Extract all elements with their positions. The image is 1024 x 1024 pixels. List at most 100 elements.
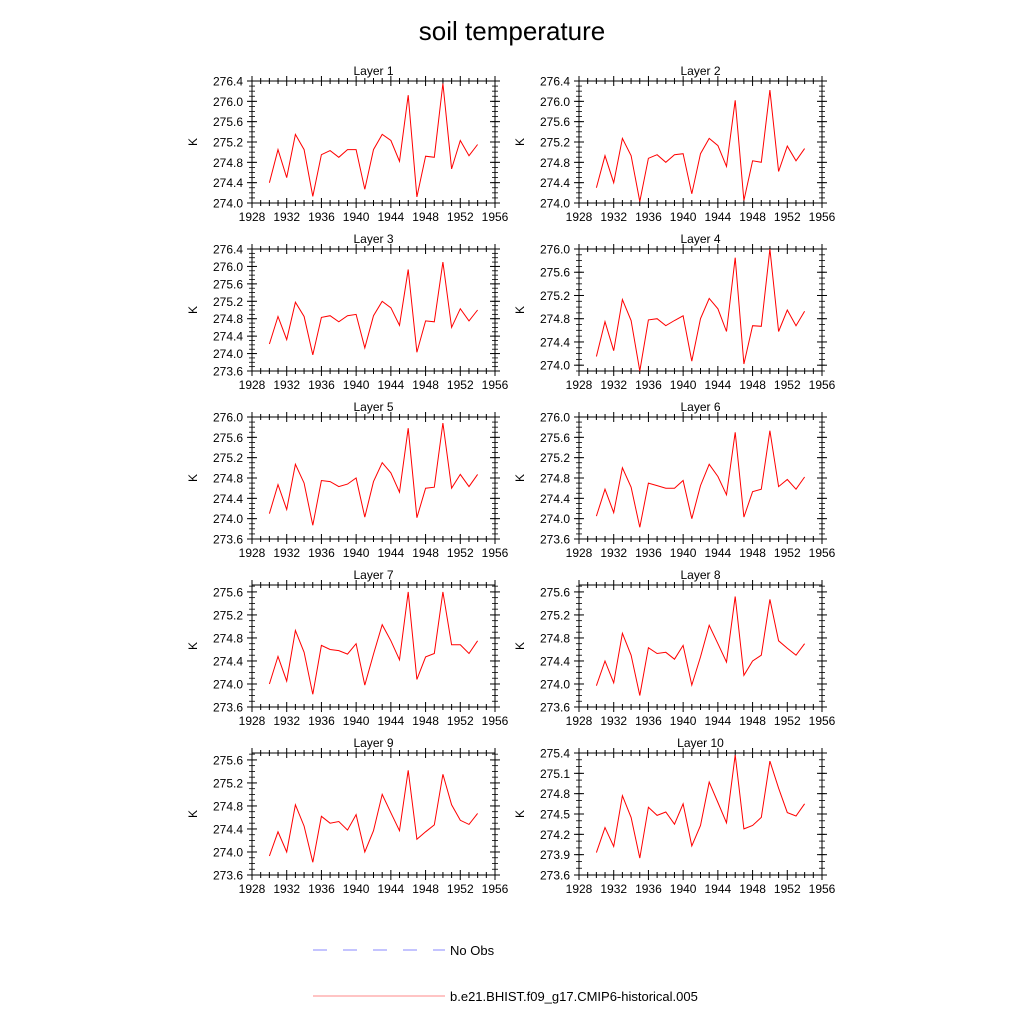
y-tick-label: 274.8 xyxy=(213,156,243,170)
x-tick-label: 1928 xyxy=(239,210,266,224)
x-tick-label: 1948 xyxy=(412,546,439,560)
series-line xyxy=(595,90,806,202)
main-title: soil temperature xyxy=(419,16,605,46)
x-tick-label: 1940 xyxy=(670,546,697,560)
x-tick-label: 1952 xyxy=(774,882,801,896)
x-tick-label: 1948 xyxy=(739,546,766,560)
x-tick-label: 1952 xyxy=(774,714,801,728)
plot-frame xyxy=(251,584,496,708)
panel-layer-7: Layer 7 K 1928 1932 1936 1940 1944 1948 1952 1956… xyxy=(186,568,509,728)
x-tick-label: 1944 xyxy=(705,714,732,728)
y-axis-label: K xyxy=(513,306,527,314)
y-tick-label: 275.6 xyxy=(213,753,243,767)
x-tick-label: 1948 xyxy=(739,210,766,224)
y-axis-label: K xyxy=(513,138,527,146)
y-tick-label: 274.8 xyxy=(540,156,570,170)
x-tick-label: 1956 xyxy=(482,546,509,560)
x-tick-label: 1932 xyxy=(273,882,300,896)
panel-title: Layer 5 xyxy=(353,400,393,414)
series-line xyxy=(268,770,478,863)
y-tick-label: 275.6 xyxy=(540,115,570,129)
y-tick-label: 274.0 xyxy=(540,677,570,691)
panel-layer-9: Layer 9 K 1928 1932 1936 1940 1944 1948 1952 1956… xyxy=(186,736,509,896)
y-tick-label: 273.6 xyxy=(213,533,243,547)
y-tick-label: 274.4 xyxy=(540,176,570,190)
y-tick-label: 276.4 xyxy=(540,75,570,89)
plot-frame xyxy=(578,416,823,540)
y-tick-label: 274.4 xyxy=(213,330,243,344)
y-tick-label: 274.4 xyxy=(540,492,570,506)
x-tick-label: 1956 xyxy=(482,378,509,392)
panel-layer-6: Layer 6 K 1928 1932 1936 1940 1944 1948 1952 1956… xyxy=(513,400,836,560)
x-tick-label: 1940 xyxy=(670,378,697,392)
panel-layer-3: Layer 3 K 1928 1932 1936 1940 1944 1948 1952 1956… xyxy=(186,232,509,392)
panel-layer-8: Layer 8 K 1928 1932 1936 1940 1944 1948 1952 1956… xyxy=(513,568,836,728)
series-line xyxy=(595,430,806,528)
y-tick-label: 275.2 xyxy=(540,136,570,150)
x-tick-label: 1928 xyxy=(239,546,266,560)
x-tick-label: 1940 xyxy=(343,210,370,224)
y-tick-label: 274.8 xyxy=(540,631,570,645)
x-tick-label: 1948 xyxy=(739,378,766,392)
y-tick-label: 273.6 xyxy=(540,701,570,715)
x-tick-label: 1932 xyxy=(273,210,300,224)
y-tick-label: 275.6 xyxy=(540,431,570,445)
x-tick-label: 1956 xyxy=(809,546,836,560)
panel-layer-5: Layer 5 K 1928 1932 1936 1940 1944 1948 1952 1956… xyxy=(186,400,509,560)
x-tick-label: 1952 xyxy=(447,714,474,728)
y-tick-label: 276.0 xyxy=(213,260,243,274)
y-tick-label: 273.6 xyxy=(540,869,570,883)
x-tick-label: 1928 xyxy=(566,714,593,728)
y-tick-label: 274.4 xyxy=(213,654,243,668)
y-tick-label: 274.8 xyxy=(540,472,570,486)
y-tick-label: 275.2 xyxy=(213,608,243,622)
x-tick-label: 1952 xyxy=(447,546,474,560)
x-tick-label: 1940 xyxy=(343,714,370,728)
x-tick-label: 1948 xyxy=(412,210,439,224)
panel-title: Layer 10 xyxy=(677,736,724,750)
x-tick-label: 1956 xyxy=(809,882,836,896)
legend-model-label: b.e21.BHIST.f09_g17.CMIP6-historical.005 xyxy=(450,989,698,1004)
y-tick-label: 274.4 xyxy=(540,335,570,349)
y-tick-label: 276.0 xyxy=(213,95,243,109)
legend-no-obs-label: No Obs xyxy=(450,943,495,958)
y-tick-label: 274.8 xyxy=(213,799,243,813)
panels: Layer 1 K 1928 1932 1936 1940 1944 1948 1952 1956… xyxy=(186,64,836,896)
x-tick-label: 1956 xyxy=(482,882,509,896)
x-tick-label: 1936 xyxy=(635,378,662,392)
x-tick-label: 1956 xyxy=(482,714,509,728)
x-tick-label: 1936 xyxy=(635,210,662,224)
y-tick-label: 273.6 xyxy=(213,365,243,379)
y-tick-label: 275.6 xyxy=(213,585,243,599)
x-tick-label: 1948 xyxy=(412,714,439,728)
y-tick-label: 275.2 xyxy=(213,776,243,790)
x-tick-label: 1944 xyxy=(705,546,732,560)
y-tick-label: 276.0 xyxy=(540,411,570,425)
x-tick-label: 1944 xyxy=(378,378,405,392)
x-tick-label: 1944 xyxy=(378,210,405,224)
x-tick-label: 1952 xyxy=(447,882,474,896)
y-tick-label: 274.8 xyxy=(540,312,570,326)
y-tick-label: 276.0 xyxy=(540,95,570,109)
x-tick-label: 1936 xyxy=(635,882,662,896)
y-tick-label: 274.0 xyxy=(540,512,570,526)
x-tick-label: 1932 xyxy=(600,378,627,392)
y-tick-label: 273.6 xyxy=(213,701,243,715)
panel-layer-10: Layer 10 K 1928 1932 1936 1940 1944 1948 1952 195… xyxy=(513,736,836,896)
series-line xyxy=(595,754,806,859)
y-tick-label: 275.6 xyxy=(213,431,243,445)
plot-frame xyxy=(251,752,496,876)
y-tick-label: 273.9 xyxy=(540,848,570,862)
y-tick-label: 273.6 xyxy=(213,869,243,883)
x-tick-label: 1952 xyxy=(447,378,474,392)
x-tick-label: 1928 xyxy=(239,714,266,728)
y-tick-label: 274.5 xyxy=(540,808,570,822)
y-tick-label: 274.0 xyxy=(540,359,570,373)
x-tick-label: 1936 xyxy=(308,714,335,728)
y-tick-label: 274.8 xyxy=(213,631,243,645)
y-tick-label: 276.4 xyxy=(213,243,243,257)
x-tick-label: 1944 xyxy=(378,546,405,560)
x-tick-label: 1948 xyxy=(739,882,766,896)
plot-frame xyxy=(251,416,496,540)
